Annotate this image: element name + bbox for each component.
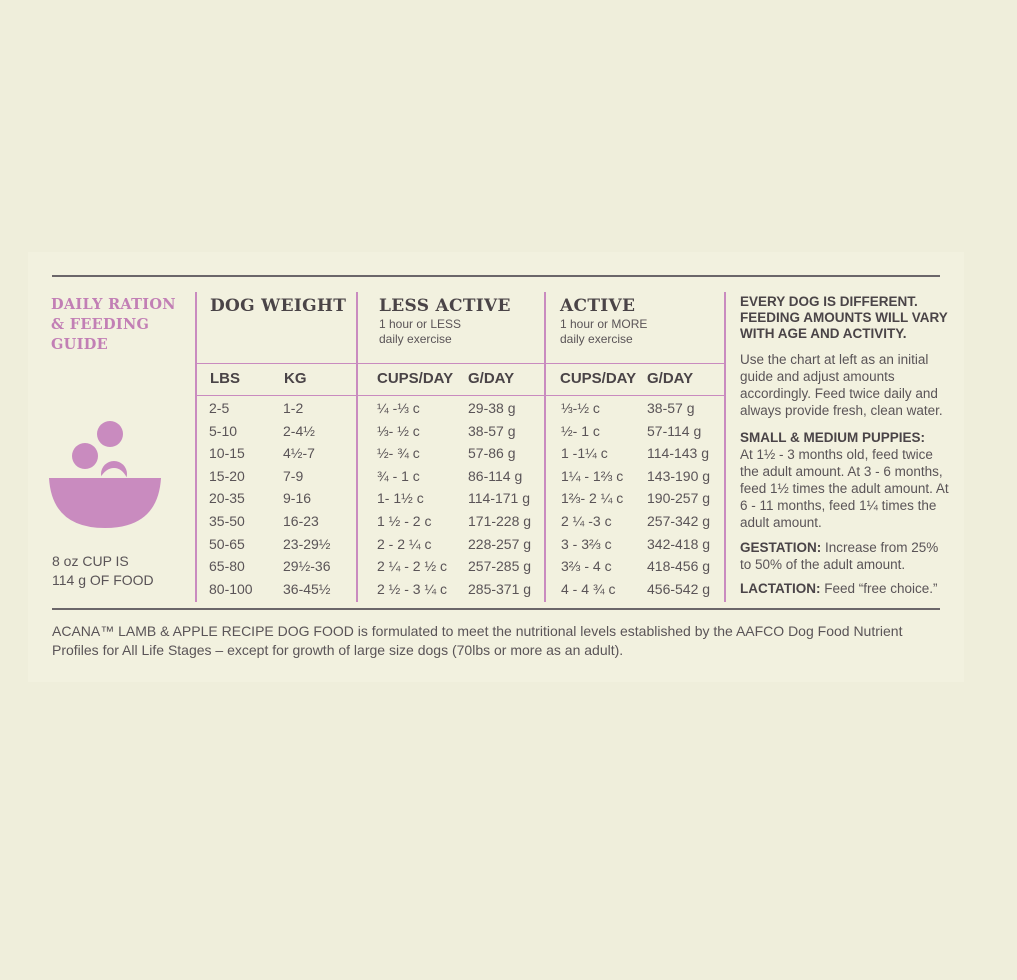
table-cell-less-cups: ⅓- ½ c	[377, 422, 420, 439]
table-cell-active-g: 257-342 g	[647, 513, 711, 529]
subheader-divider	[196, 395, 724, 396]
top-rule	[52, 275, 940, 277]
table-cell-lbs: 5-10	[209, 422, 238, 439]
table-cell-kg: 16-23	[283, 513, 319, 529]
gestation-label: GESTATION:	[740, 540, 822, 555]
table-cell-less-cups: 2 - 2 ¼ c	[377, 535, 432, 552]
lbs-header: LBS	[210, 370, 240, 387]
puppies-label: SMALL & MEDIUM PUPPIES:	[740, 430, 926, 445]
puppies-text: At 1½ - 3 months old, feed twice the adu…	[740, 447, 949, 530]
aafco-footnote: ACANA™ LAMB & APPLE RECIPE DOG FOOD is f…	[52, 623, 903, 658]
table-cell-active-cups: ½- 1 c	[561, 422, 600, 439]
table-cell-lbs: 10-15	[209, 445, 245, 462]
active-subheading: 1 hour or MORE daily exercise	[560, 317, 648, 346]
table-cell-less-g: 171-228 g	[468, 513, 532, 529]
table-cell-kg: 4½-7	[283, 445, 315, 462]
active-cups-header: CUPS/DAY	[560, 370, 637, 387]
table-cell-active-g: 190-257 g	[647, 490, 711, 507]
table-cell-kg: 7-9	[283, 467, 304, 484]
table-cell-less-g: 285-371 g	[468, 580, 532, 597]
cup-note: 8 oz CUP IS 114 g OF FOOD	[52, 553, 154, 588]
table-cell-less-cups: 1 ½ - 2 c	[377, 513, 432, 529]
table-cell-less-cups: ¾ - 1 c	[377, 467, 420, 484]
table-cell-less-g: 29-38 g	[468, 400, 516, 416]
table-cell-less-cups: 1- 1½ c	[377, 490, 424, 507]
table-cell-active-cups: 1¼ - 1⅔ c	[561, 467, 624, 484]
gestation-text: Increase from 25% to 50% of the adult am…	[740, 540, 939, 572]
table-cell-less-cups: ¼ -⅓ c	[377, 400, 420, 416]
table-cell-active-cups: 1 -1¼ c	[561, 445, 608, 462]
table-cell-less-g: 114-171 g	[468, 490, 531, 507]
divider-weight-less	[356, 292, 358, 602]
divider-guide-weight	[195, 292, 197, 602]
table-cell-active-g: 143-190 g	[647, 467, 711, 484]
table-cell-less-cups: 2 ¼ - 2 ½ c	[377, 558, 448, 575]
table-cell-kg: 2-4½	[283, 422, 315, 439]
table-cell-active-g: 342-418 g	[647, 535, 711, 552]
table-cell-kg: 1-2	[283, 400, 304, 416]
table-cell-active-g: 114-143 g	[647, 445, 710, 462]
table-cell-active-g: 418-456 g	[647, 558, 711, 575]
table-cell-lbs: 20-35	[209, 490, 245, 507]
lactation-text: Feed “free choice.”	[824, 581, 938, 596]
table-cell-kg: 29½-36	[283, 558, 331, 575]
table-cell-active-cups: 4 - 4 ¾ c	[561, 580, 616, 597]
table-cell-less-g: 86-114 g	[468, 467, 523, 484]
dog-weight-heading: DOG WEIGHT	[210, 296, 347, 316]
table-cell-less-g: 228-257 g	[468, 535, 532, 552]
table-cell-lbs: 50-65	[209, 535, 245, 552]
less-active-heading: LESS ACTIVE	[379, 296, 511, 316]
table-cell-active-cups: 3⅔ - 4 c	[561, 558, 612, 575]
table-cell-less-g: 257-285 g	[468, 558, 532, 575]
less-active-subheading: 1 hour or LESS daily exercise	[379, 317, 462, 346]
feeding-guide-panel	[28, 252, 964, 682]
table-cell-active-cups: ⅓-½ c	[561, 400, 600, 416]
table-cell-lbs: 35-50	[209, 513, 245, 529]
divider-active-notes	[724, 292, 726, 602]
kg-header: KG	[284, 370, 307, 387]
table-cell-lbs: 2-5	[209, 400, 230, 416]
guide-title: DAILY RATION & FEEDING GUIDE	[51, 296, 176, 353]
table-cell-less-cups: ½- ¾ c	[377, 445, 420, 462]
table-cell-active-g: 456-542 g	[647, 580, 711, 597]
less-cups-header: CUPS/DAY	[377, 370, 454, 387]
active-heading: ACTIVE	[560, 296, 636, 316]
table-cell-active-cups: 1⅔- 2 ¼ c	[561, 490, 624, 507]
table-cell-less-cups: 2 ½ - 3 ¼ c	[377, 580, 448, 597]
gestation-note: GESTATION: Increase from 25% to 50% of t…	[740, 539, 950, 573]
table-cell-kg: 36-45½	[283, 580, 331, 597]
table-cell-lbs: 15-20	[209, 467, 245, 484]
table-cell-less-g: 38-57 g	[468, 422, 516, 439]
table-cell-active-g: 38-57 g	[647, 400, 695, 416]
table-cell-kg: 9-16	[283, 490, 312, 507]
lactation-note: LACTATION: Feed “free choice.”	[740, 580, 950, 597]
puppies-note: SMALL & MEDIUM PUPPIES: At 1½ - 3 months…	[740, 429, 950, 531]
active-g-header: G/DAY	[647, 370, 694, 387]
notes-headline: EVERY DOG IS DIFFERENT. FEEDING AMOUNTS …	[740, 294, 948, 341]
notes-intro: Use the chart at left as an initial guid…	[740, 352, 943, 418]
divider-less-active	[544, 292, 546, 602]
food-bowl-icon	[49, 421, 161, 528]
table-cell-kg: 23-29½	[283, 535, 331, 552]
table-cell-lbs: 80-100	[209, 580, 253, 597]
table-cell-active-cups: 2 ¼ -3 c	[561, 513, 612, 529]
header-divider	[196, 363, 724, 364]
lactation-label: LACTATION:	[740, 581, 821, 596]
table-cell-less-g: 57-86 g	[468, 445, 516, 462]
table-cell-active-cups: 3 - 3⅔ c	[561, 535, 612, 552]
less-g-header: G/DAY	[468, 370, 515, 387]
table-cell-lbs: 65-80	[209, 558, 245, 575]
table-cell-active-g: 57-114 g	[647, 422, 702, 439]
bottom-rule	[52, 608, 940, 610]
